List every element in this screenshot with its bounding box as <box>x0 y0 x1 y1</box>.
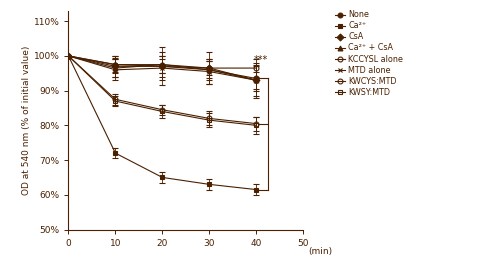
Legend: None, Ca²⁺, CsA, Ca²⁺ + CsA, KCCYSL alone, MTD alone, KWCYS:MTD, KWSY:MTD: None, Ca²⁺, CsA, Ca²⁺ + CsA, KCCYSL alon… <box>335 11 402 97</box>
Text: ***: *** <box>253 55 267 65</box>
Y-axis label: OD at 540 nm (% of initial value): OD at 540 nm (% of initial value) <box>22 45 31 195</box>
Text: (min): (min) <box>307 247 331 256</box>
